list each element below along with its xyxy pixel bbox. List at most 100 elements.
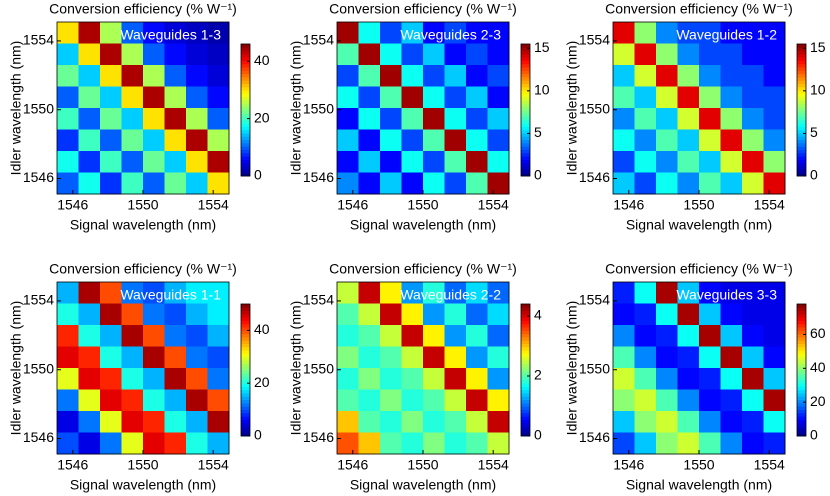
heatmap-cell [358, 43, 381, 66]
heatmap-cell [358, 346, 381, 369]
colorbar-segment [241, 426, 250, 430]
heatmap-cell [57, 108, 79, 130]
colorbar-segment [241, 356, 250, 361]
colorbar-segment [797, 77, 806, 81]
heatmap-cell [358, 368, 381, 390]
heatmap-cell [677, 411, 700, 433]
heatmap-cell [337, 86, 359, 109]
heatmap-cell [699, 303, 721, 326]
heatmap-cell [337, 368, 359, 390]
x-axis-label: Signal wavelength (nm) [626, 477, 772, 493]
colorbar-tick-label: 20 [810, 393, 826, 409]
heatmap-cell [720, 346, 743, 369]
colorbar-segment [521, 126, 530, 131]
colorbar-segment [521, 396, 530, 401]
colorbar-segment [241, 100, 250, 104]
heatmap-cell [186, 282, 208, 304]
colorbar-tick-label: 5 [534, 124, 542, 140]
heatmap-cell [121, 368, 144, 390]
heatmap-cell [699, 282, 721, 304]
colorbar-segment [241, 317, 250, 321]
colorbar-segment [521, 403, 530, 407]
heatmap-cell [78, 282, 101, 304]
heatmap-cell [699, 172, 721, 195]
heatmap-cell [487, 129, 510, 152]
annotation: Waveguides 2-3 [400, 27, 501, 43]
colorbar-segment [241, 416, 250, 420]
x-axis-label: Signal wavelength (nm) [70, 477, 216, 493]
y-tick-label: 1550 [23, 100, 54, 116]
colorbar-frame [240, 43, 251, 177]
colorbar-segment [241, 379, 250, 384]
colorbar-tick-label: 0 [534, 167, 542, 183]
heatmap-cell [78, 43, 101, 66]
colorbar-segment [241, 106, 250, 111]
heatmap-cell [656, 129, 678, 152]
colorbar-segment [797, 379, 806, 384]
colorbar-segment [797, 53, 806, 58]
heatmap-cell [164, 22, 187, 44]
heatmap-cell [423, 22, 445, 44]
colorbar-segment [521, 383, 530, 387]
colorbar-segment [797, 353, 806, 358]
colorbar-segment [797, 426, 806, 430]
heatmap-cell [720, 368, 743, 390]
colorbar-segment [797, 63, 806, 68]
heatmap-cell [613, 325, 635, 347]
heatmap-cell [143, 368, 165, 390]
heatmap-cell [78, 346, 101, 369]
colorbar-segment [521, 86, 530, 91]
colorbar-segment [797, 57, 806, 61]
heatmap-cell [656, 108, 678, 130]
colorbar-segment [521, 432, 530, 437]
colorbar-segment [521, 366, 530, 371]
heatmap-cell [466, 172, 488, 195]
heatmap-cell [100, 368, 122, 390]
colorbar-segment [521, 96, 530, 101]
heatmap-cell [100, 86, 122, 109]
colorbar-segment [797, 416, 806, 420]
colorbar-segment [241, 156, 250, 160]
colorbar-segment [521, 80, 530, 84]
heatmap-cell [656, 86, 678, 109]
heatmap-cell [487, 303, 510, 326]
heatmap-cell [186, 151, 208, 173]
heatmap-cell [720, 108, 743, 130]
colorbar-segment [797, 119, 806, 124]
chart-title: Conversion efficiency (% W⁻¹) [329, 261, 517, 277]
colorbar-segment [797, 129, 806, 134]
heatmap-cell [164, 303, 187, 326]
colorbar-segment [797, 70, 806, 75]
heatmap-cell [380, 129, 402, 152]
heatmap-cell [358, 108, 381, 130]
heatmap-cell [720, 43, 743, 66]
y-axis-label: Idler wavelength (nm) [564, 41, 580, 176]
heatmap-cell [444, 86, 467, 109]
heatmap-cell [207, 172, 230, 195]
colorbar-segment [797, 432, 806, 437]
heatmap-cell [100, 389, 122, 412]
heatmap-cell [78, 86, 101, 109]
heatmap-cell [207, 303, 230, 326]
heatmap-cell [613, 151, 635, 173]
heatmap-cell [401, 411, 424, 433]
y-tick-label: 1546 [579, 429, 610, 445]
colorbar-segment [521, 113, 530, 117]
heatmap-cell [634, 368, 657, 390]
colorbar-segment [797, 83, 806, 88]
heatmap-cell [401, 325, 424, 347]
heatmap-cell [100, 432, 122, 455]
colorbar-segment [521, 330, 530, 335]
colorbar-segment [521, 83, 530, 88]
heatmap-cell [613, 346, 635, 369]
heatmap-cell [57, 325, 79, 347]
heatmap-cell [763, 346, 786, 369]
colorbar-segment [241, 44, 250, 48]
heatmap-cell [423, 432, 445, 455]
heatmap-cell [763, 389, 786, 412]
colorbar-segment [241, 393, 250, 397]
heatmap-cell [677, 151, 700, 173]
y-tick-label: 1546 [23, 429, 54, 445]
heatmap-cell [78, 22, 101, 44]
heatmap-cell [207, 411, 230, 433]
